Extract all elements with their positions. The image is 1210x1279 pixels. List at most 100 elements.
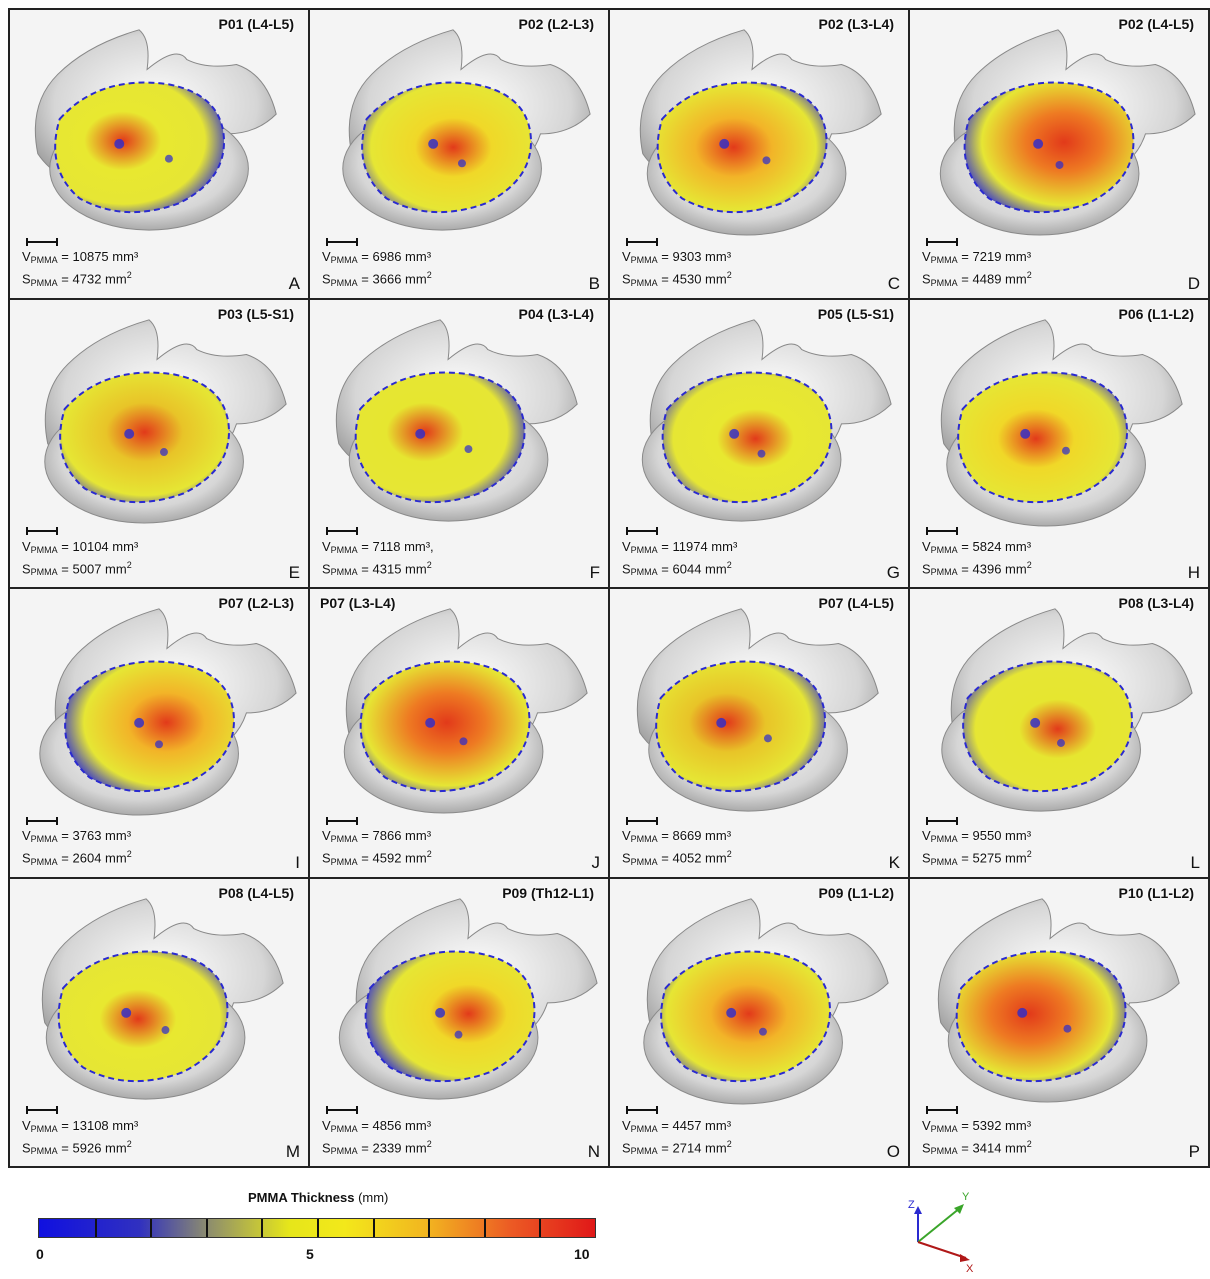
surface-value: 5926 mm xyxy=(72,1140,127,1155)
surface-value: 6044 mm xyxy=(672,561,727,576)
scale-bar xyxy=(626,816,658,825)
panel-letter: P xyxy=(1188,1142,1200,1161)
volume-line: VPMMA = 4856 mm³ xyxy=(322,1117,432,1134)
panel-title: P07 (L2-L3) xyxy=(218,595,294,611)
surface-value: 2714 mm xyxy=(672,1140,727,1155)
coordinate-axes-icon: Z Y X xyxy=(908,1191,974,1272)
vertebra-render xyxy=(338,897,598,1100)
surface-line: SPMMA = 4592 mm2 xyxy=(322,849,432,867)
volume-value: 5824 mm³ xyxy=(972,538,1032,554)
panel-title: P08 (L4-L5) xyxy=(218,884,294,901)
surface-value: 3414 mm xyxy=(972,1140,1027,1155)
scale-bar xyxy=(926,1106,958,1114)
panel-letter: E xyxy=(288,563,300,582)
panel-letter: A xyxy=(288,273,300,293)
vertebra-panel-o: P09 (L1-L2) VPMMA = 4457 mm³ SPMMA = 271… xyxy=(610,878,910,1168)
legend-mid-label: 5 xyxy=(306,1246,314,1262)
panel-title: P02 (L4-L5) xyxy=(1118,16,1194,32)
volume-value: 9303 mm³ xyxy=(672,249,732,265)
panel-letter: G xyxy=(886,563,900,582)
surface-line: SPMMA = 4052 mm2 xyxy=(622,849,732,867)
volume-line: VPMMA = 6986 mm³ xyxy=(322,249,432,266)
x-arrow xyxy=(960,1254,970,1262)
volume-line: VPMMA = 9550 mm³ xyxy=(922,828,1032,845)
scale-bar xyxy=(26,527,58,535)
surface-value: 3666 mm xyxy=(372,271,427,287)
volume-line: VPMMA = 7219 mm³ xyxy=(922,249,1032,266)
panel-title: P06 (L1-L2) xyxy=(1118,305,1194,322)
panel-title: P02 (L3-L4) xyxy=(818,16,894,32)
volume-line: VPMMA = 10104 mm³ xyxy=(22,538,139,555)
pmma-measurements: VPMMA = 3763 mm³ SPMMA = 2604 mm2 xyxy=(22,827,132,868)
vertebra-panel-h: P06 (L1-L2) VPMMA = 5824 mm³ SPMMA = 439… xyxy=(910,299,1210,589)
color-bar-tick xyxy=(205,1219,208,1237)
vertebra-render xyxy=(641,318,892,522)
surface-line: SPMMA = 4396 mm2 xyxy=(922,559,1032,577)
y-axis-label: Y xyxy=(962,1191,970,1203)
volume-value: 5392 mm³ xyxy=(972,1117,1032,1133)
panel-title: P09 (Th12-L1) xyxy=(502,884,594,901)
vertebra-render xyxy=(342,29,591,231)
surface-line: SPMMA = 2604 mm2 xyxy=(22,849,132,867)
panel-letter: H xyxy=(1187,563,1200,582)
legend-title: PMMA Thickness (mm) xyxy=(248,1190,389,1205)
volume-value: 6986 mm³ xyxy=(372,249,432,265)
vertebra-panel-p: P10 (L1-L2) VPMMA = 5392 mm³ SPMMA = 341… xyxy=(910,878,1210,1168)
pmma-measurements: VPMMA = 10104 mm³ SPMMA = 5007 mm2 xyxy=(22,538,138,579)
vertebra-render xyxy=(643,897,889,1105)
panel-letter: D xyxy=(1187,273,1200,293)
scale-bar xyxy=(26,816,58,825)
color-bar-tick xyxy=(150,1219,153,1237)
surface-value: 2604 mm xyxy=(72,850,127,866)
scale-bar xyxy=(626,1106,658,1114)
volume-line: VPMMA = 3763 mm³ xyxy=(22,828,132,845)
x-axis-label: X xyxy=(966,1263,974,1272)
panel-title: P08 (L3-L4) xyxy=(1118,595,1194,611)
volume-value: 7866 mm³ xyxy=(372,828,432,844)
pmma-measurements: VPMMA = 5824 mm³ SPMMA = 4396 mm2 xyxy=(922,538,1032,579)
vertebra-render xyxy=(39,608,297,816)
panel-letter: O xyxy=(886,1142,900,1161)
panel-title: P09 (L1-L2) xyxy=(818,884,894,901)
pmma-measurements: VPMMA = 8669 mm³ SPMMA = 4052 mm2 xyxy=(622,827,732,868)
color-bar-tick xyxy=(94,1219,97,1237)
surface-value: 4732 mm xyxy=(72,271,127,287)
volume-value: 8669 mm³ xyxy=(672,828,732,844)
vertebra-panel-a: P01 (L4-L5) VPMMA = 10875 mm³ SPMMA = 47… xyxy=(10,10,310,300)
pmma-measurements: VPMMA = 10875 mm³ SPMMA = 4732 mm2 xyxy=(22,248,138,289)
vertebra-panel-i: P07 (L2-L3) VPMMA = 3763 mm³ SPMMA = 260… xyxy=(10,589,310,879)
volume-value: 10875 mm³ xyxy=(72,249,139,265)
volume-line: VPMMA = 8669 mm³ xyxy=(622,828,732,845)
panel-letter: F xyxy=(589,563,600,582)
volume-value: 7118 mm³, xyxy=(372,538,434,554)
legend-max-label: 10 xyxy=(574,1246,590,1262)
volume-value: 7219 mm³ xyxy=(972,249,1032,265)
z-axis-label: Z xyxy=(908,1199,915,1211)
volume-value: 4457 mm³ xyxy=(672,1117,732,1133)
scale-bar xyxy=(926,527,958,535)
vertebra-panel-j: P07 (L3-L4) VPMMA = 7866 mm³ SPMMA = 459… xyxy=(310,589,610,879)
x-axis xyxy=(917,1241,967,1259)
vertebra-panel-d: P02 (L4-L5) VPMMA = 7219 mm³ SPMMA = 448… xyxy=(910,10,1210,300)
volume-line: VPMMA = 7118 mm³, xyxy=(322,538,434,555)
pmma-measurements: VPMMA = 7866 mm³ SPMMA = 4592 mm2 xyxy=(322,827,432,868)
volume-value: 11974 mm³ xyxy=(672,538,738,554)
scale-bar xyxy=(26,237,58,246)
volume-line: VPMMA = 4457 mm³ xyxy=(622,1117,732,1134)
color-bar-tick xyxy=(428,1219,431,1237)
panel-title: P10 (L1-L2) xyxy=(1118,884,1194,901)
surface-line: SPMMA = 4530 mm2 xyxy=(622,270,732,288)
vertebra-render xyxy=(343,608,588,814)
volume-value: 13108 mm³ xyxy=(72,1117,139,1133)
vertebra-panel-n: P09 (Th12-L1) VPMMA = 4856 mm³ SPMMA = 2… xyxy=(310,878,610,1168)
surface-line: SPMMA = 3414 mm2 xyxy=(922,1138,1032,1156)
scale-bar xyxy=(326,237,358,246)
vertebra-panel-e: P03 (L5-S1) VPMMA = 10104 mm³ SPMMA = 50… xyxy=(10,299,310,589)
scale-bar xyxy=(326,527,358,535)
pmma-measurements: VPMMA = 13108 mm³ SPMMA = 5926 mm2 xyxy=(22,1117,138,1158)
panel-grid: P01 (L4-L5) VPMMA = 10875 mm³ SPMMA = 47… xyxy=(8,8,1210,1168)
volume-value: 3763 mm³ xyxy=(72,828,132,844)
scale-bar xyxy=(626,527,658,535)
vertebra-panel-g: P05 (L5-S1) VPMMA = 11974 mm³ SPMMA = 60… xyxy=(610,299,910,589)
surface-line: SPMMA = 5275 mm2 xyxy=(922,849,1032,867)
